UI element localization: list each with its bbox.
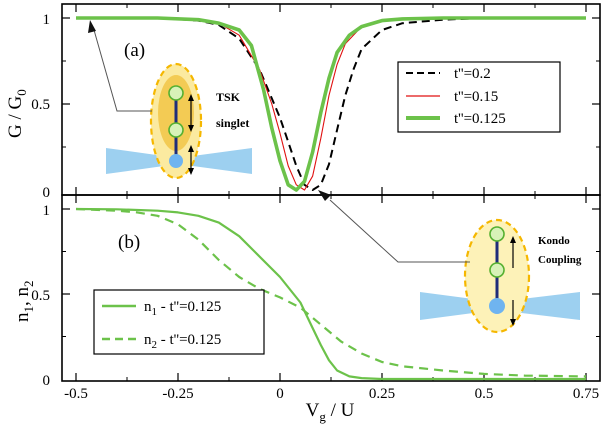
- panel-a-y-ticks: [62, 17, 600, 148]
- legend-b: n1 - t''=0.125 n2 - t''=0.125: [93, 289, 265, 355]
- y-tick-label: 0.5: [31, 288, 50, 304]
- annotation-tsk: TSK: [216, 90, 241, 104]
- x-tick-label: 0.5: [475, 386, 494, 402]
- quantum-dot-upper: [489, 226, 505, 242]
- x-tick-label: 0.25: [369, 386, 395, 402]
- y-tick-label: 1: [43, 12, 51, 28]
- x-axis-label: Vg / U: [306, 400, 355, 424]
- quantum-dot-lower: [168, 122, 184, 138]
- spin-arrow-icon: [188, 145, 194, 175]
- quantum-dot-lower: [489, 262, 505, 278]
- pointer-arrow-icon: [318, 190, 470, 263]
- series-line-b-1: [75, 207, 586, 381]
- y-axis-label-a: G / G0: [5, 89, 29, 138]
- series-line-b-2: [75, 207, 587, 378]
- panel-b-y-ticks: [62, 208, 600, 337]
- y-label-mid: , n: [12, 287, 33, 307]
- lead-left: [106, 148, 178, 174]
- y-label-main: G / G: [5, 96, 26, 139]
- legend-b-label-2: n2 - t''=0.125: [144, 332, 221, 351]
- annotation-coupling: Coupling: [538, 254, 582, 266]
- legend-a: t''=0.2 t''=0.15 t''=0.125: [397, 61, 561, 133]
- quantum-dot-contact: [489, 298, 505, 314]
- legend-a-label-1: t''=0.2: [454, 66, 491, 82]
- y-label-sub: 0: [14, 89, 29, 96]
- x-tick-label: -0.5: [64, 386, 88, 402]
- spin-arrow-icon: [510, 236, 516, 268]
- legend-b-label-1-post: - t''=0.125: [157, 299, 221, 315]
- panel-b-curves: [75, 207, 587, 381]
- legend-b-label-2-pre: n: [144, 332, 152, 348]
- x-label-tail: / U: [326, 400, 355, 421]
- legend-a-label-2: t''=0.15: [454, 89, 498, 105]
- panel-b: 1 0.5 0 n1, n2 (b) -0.5 -0.25 0 0.25 0.5 0.75…: [12, 190, 601, 424]
- y-tick-label: 1: [43, 203, 51, 219]
- y-tick-label: 0: [43, 185, 51, 201]
- legend-b-label-2-post: - t''=0.125: [157, 332, 221, 348]
- quantum-dot-contact: [169, 154, 183, 168]
- x-tick-label: 0.75: [573, 386, 599, 402]
- lead-right: [178, 148, 252, 174]
- panel-a-x-ticks: [75, 4, 587, 195]
- kondo-coupling-illustration: Kondo Coupling: [420, 218, 582, 334]
- lead-right: [496, 292, 580, 320]
- series-line-a-1: [76, 17, 586, 191]
- y-tick-label: 0: [43, 373, 51, 389]
- legend-b-label-1-pre: n: [144, 299, 152, 315]
- legend-b-box: [93, 289, 265, 355]
- y-label-main: n: [12, 312, 33, 322]
- x-tick-label: -0.25: [162, 386, 193, 402]
- x-tick-labels: -0.5 -0.25 0 0.25 0.5 0.75: [64, 386, 599, 402]
- x-label-sub: g: [319, 409, 326, 424]
- annotation-kondo: Kondo: [538, 235, 570, 247]
- quantum-dot-upper: [168, 85, 184, 101]
- spin-arrow-icon: [510, 300, 516, 326]
- x-label-main: V: [306, 400, 320, 421]
- y-label-sub: 1: [21, 306, 36, 313]
- x-tick-label: 0: [276, 386, 284, 402]
- panel-label-b: (b): [118, 232, 140, 253]
- legend-b-label-2-sub: 2: [152, 339, 158, 351]
- lead-left: [420, 292, 496, 320]
- tsk-singlet-illustration: TSK singlet: [106, 62, 252, 180]
- legend-b-label-1: n1 - t''=0.125: [144, 299, 221, 318]
- annotation-singlet: singlet: [216, 116, 249, 130]
- spin-arrow-icon: [188, 94, 194, 132]
- legend-b-label-1-sub: 1: [152, 306, 158, 318]
- y-axis-label-b: n1, n2: [12, 281, 36, 323]
- panel-a: 1 0.5 0 G / G0 (a) TSK: [5, 3, 601, 201]
- pointer-arrow-icon: [88, 20, 152, 112]
- panel-label-a: (a): [124, 40, 145, 61]
- y-label-sub: 2: [21, 281, 36, 288]
- legend-a-label-3: t''=0.125: [454, 111, 506, 127]
- series-line-a-3: [76, 16, 586, 192]
- legend-a-box: [397, 61, 561, 133]
- y-tick-label: 0.5: [31, 97, 50, 113]
- panel-a-curves: [76, 16, 586, 192]
